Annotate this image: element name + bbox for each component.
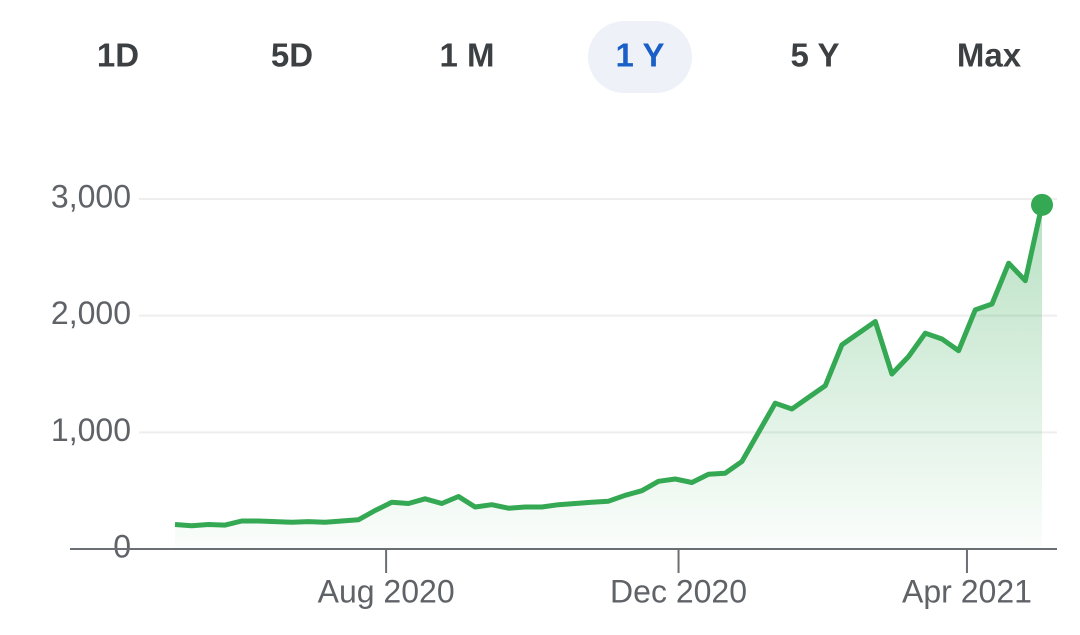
y-tick-label: 0: [113, 528, 131, 564]
tab[interactable]: 5D: [271, 37, 313, 74]
chart: 0 1,000 2,000 3,000 Aug 2020 Dec 2020 Apr 2021: [51, 178, 1057, 609]
tab[interactable]: 1D: [97, 37, 139, 74]
tab-selected[interactable]: 1 Y: [616, 37, 665, 74]
x-tick-label: Apr 2021: [902, 573, 1032, 609]
y-tick-label: 3,000: [51, 178, 131, 214]
y-tick-label: 2,000: [51, 295, 131, 331]
area-fill: [175, 204, 1042, 550]
last-point: [1030, 193, 1053, 216]
tab[interactable]: 5 Y: [791, 37, 840, 74]
x-tick-label: Dec 2020: [610, 573, 747, 609]
range-tabs: 1D 5D 1 M 1 Y 5 Y Max: [97, 21, 1022, 93]
price-line: [174, 204, 1045, 529]
tab[interactable]: Max: [957, 37, 1022, 74]
tab[interactable]: 1 M: [439, 37, 494, 74]
y-tick-label: 1,000: [51, 412, 131, 448]
x-tick-label: Aug 2020: [318, 573, 455, 609]
selected-tab-bg: [588, 21, 692, 93]
